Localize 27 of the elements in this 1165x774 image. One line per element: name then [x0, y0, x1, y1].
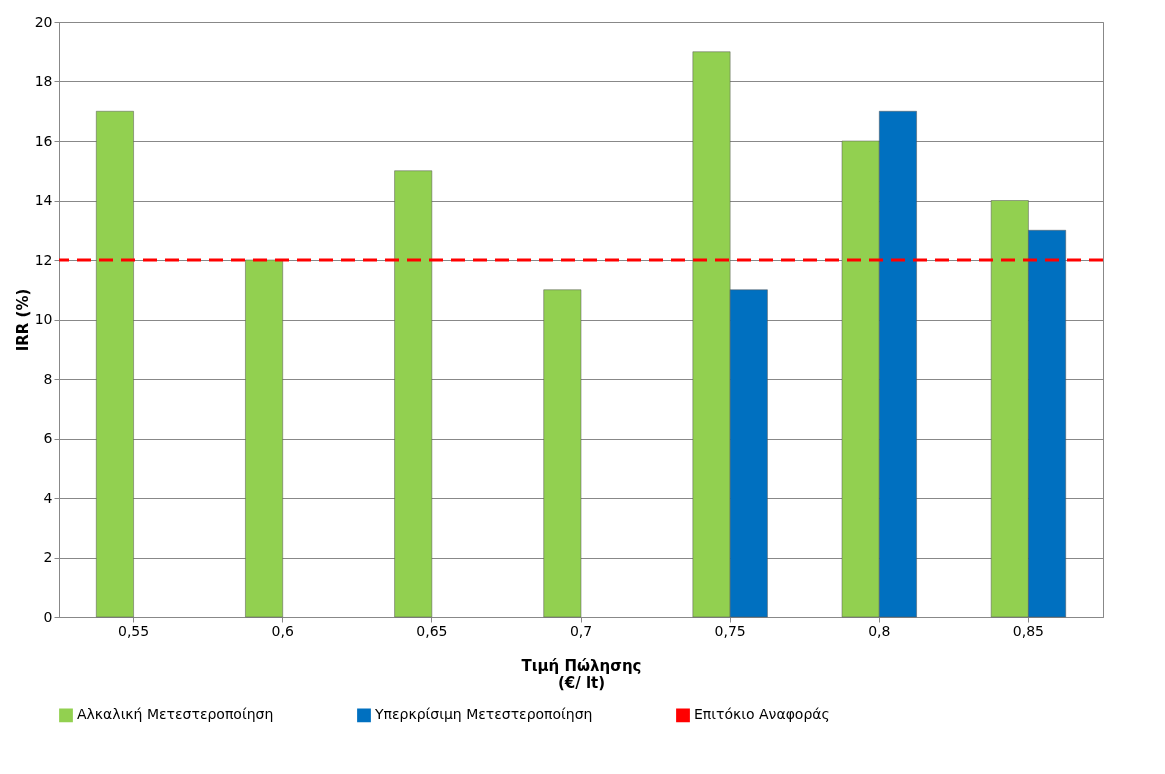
y-tick-label: 12	[34, 251, 53, 268]
x-tick-label: 0,85	[1012, 622, 1045, 639]
legend-label: Αλκαλική Μετεστεροποίηση	[77, 706, 274, 723]
x-tick-label: 0,75	[714, 622, 746, 639]
y-tick-label: 14	[34, 192, 53, 208]
y-tick-label: 10	[34, 311, 53, 327]
x-tick-label: 0,8	[868, 622, 891, 639]
y-tick-label: 16	[34, 132, 53, 149]
y-tick-label: 0	[43, 608, 53, 625]
x-axis-title: Τιμή Πώλησης (€/ lt)	[521, 656, 642, 692]
bar	[96, 111, 134, 618]
y-tick-label: 8	[43, 370, 53, 387]
bar	[245, 259, 283, 618]
y-tick-label: 6	[43, 430, 53, 446]
x-tick-label: 0,55	[117, 622, 150, 639]
legend-label: Επιτόκιο Αναφοράς	[694, 706, 830, 723]
y-tick-label: 4	[43, 489, 53, 506]
legend-label: Υπερκρίσιμη Μετεστεροποίηση	[374, 706, 593, 723]
y-tick-label: 18	[34, 73, 53, 89]
bar	[394, 170, 433, 618]
x-tick-label: 0,7	[569, 622, 593, 639]
y-tick-label: 2	[43, 549, 53, 565]
x-tick-label: 0,6	[271, 622, 294, 639]
y-axis-title: IRR (%)	[13, 288, 32, 352]
y-tick-label: 20	[34, 13, 53, 30]
x-tick-label: 0,65	[416, 622, 448, 639]
bar	[543, 289, 582, 618]
